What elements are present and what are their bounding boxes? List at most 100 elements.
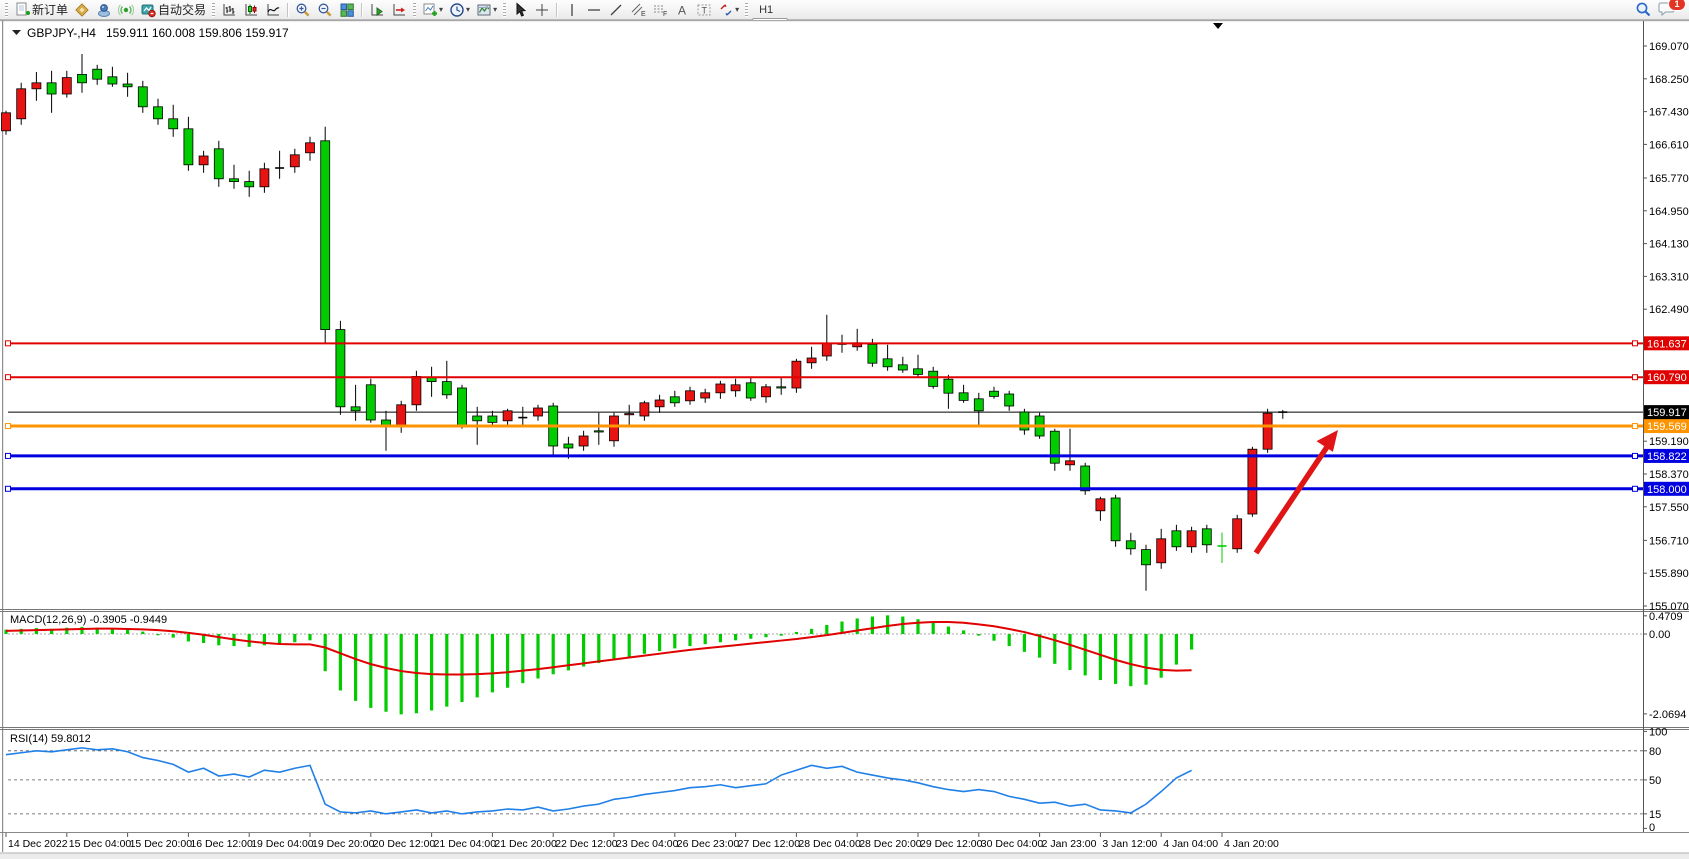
line-handle[interactable] <box>5 374 11 381</box>
indicators-button[interactable]: ▾ <box>419 0 446 19</box>
arrows-tool-button[interactable]: ▾ <box>715 0 742 19</box>
time-axis-label: 29 Dec 12:00 <box>920 838 983 850</box>
auto-scroll-button[interactable] <box>366 0 388 19</box>
search-icon <box>1635 1 1652 18</box>
bookmark-button[interactable] <box>71 0 93 19</box>
bear-candle <box>335 329 346 408</box>
price-tag: 158.822 <box>1644 448 1689 463</box>
time-axis-label: 2 Jan 23:00 <box>1042 838 1097 850</box>
line-handle[interactable] <box>5 452 11 459</box>
bull-candle <box>700 392 711 399</box>
line-handle[interactable] <box>5 423 11 430</box>
market-button[interactable] <box>93 0 115 19</box>
time-axis-label: 28 Dec 04:00 <box>798 838 861 850</box>
line-handle[interactable] <box>1632 374 1638 381</box>
bear-candle <box>1171 530 1182 548</box>
bear-candle <box>669 396 680 404</box>
signal-icon <box>118 2 135 18</box>
price-axis-label: 155.890 <box>1649 568 1689 580</box>
rsi-line <box>5 747 1192 815</box>
line-chart-type-button[interactable] <box>262 0 284 19</box>
bear-candle <box>213 148 224 180</box>
bear-candle <box>320 140 331 331</box>
dropdown-caret-icon: ▾ <box>735 5 740 14</box>
rsi-axis-label: 15 <box>1649 809 1661 821</box>
bear-candle <box>1004 393 1015 407</box>
line-handle[interactable] <box>1632 485 1638 492</box>
time-axis-label: 16 Dec 12:00 <box>190 838 253 850</box>
rsi-axis-label: 100 <box>1649 726 1667 738</box>
search-button[interactable] <box>1632 0 1655 19</box>
chart-dropdown-icon[interactable] <box>12 30 21 35</box>
toolbar-grip[interactable] <box>212 2 216 17</box>
line-handle[interactable] <box>5 485 11 492</box>
bear-candle <box>487 415 498 423</box>
line-handle[interactable] <box>5 340 11 347</box>
vertical-line-tool-button[interactable] <box>561 0 583 19</box>
price-tag-label: 160.790 <box>1647 372 1687 384</box>
macd-axis-label: 0.4709 <box>1649 611 1683 623</box>
text-label-tool-button[interactable]: T <box>693 0 715 19</box>
fibonacci-tool-button[interactable]: F <box>649 0 671 19</box>
bull-candle <box>791 360 802 389</box>
arrow-head[interactable] <box>1316 430 1339 452</box>
arrow-shaft[interactable] <box>1253 445 1330 555</box>
line-handle[interactable] <box>1632 423 1638 430</box>
new-order-button[interactable]: 新订单 <box>11 0 71 19</box>
time-axis-label: 4 Jan 04:00 <box>1163 838 1218 850</box>
bull-candle <box>639 402 650 417</box>
horizontal-line-object[interactable] <box>5 374 1644 381</box>
bull-candle <box>533 407 543 417</box>
crosshair-tool-button[interactable] <box>531 0 553 19</box>
chat-button[interactable]: 1 <box>1655 0 1686 19</box>
horizontal-line-object[interactable] <box>5 452 1644 459</box>
toolbar-grip[interactable] <box>413 2 417 17</box>
arrows-icon <box>718 2 734 18</box>
chart-shift-button[interactable] <box>388 0 410 19</box>
cursor-tool-button[interactable] <box>509 0 531 19</box>
bear-candle <box>745 382 756 399</box>
zoom-out-button[interactable] <box>314 0 336 19</box>
tile-windows-button[interactable] <box>336 0 358 19</box>
text-label-icon: T <box>696 2 712 18</box>
chart-shift-marker[interactable] <box>1213 23 1223 29</box>
bear-candle <box>229 178 239 183</box>
bull-candle <box>16 88 27 120</box>
zoom-in-button[interactable] <box>292 0 314 19</box>
line-handle[interactable] <box>1632 340 1638 347</box>
trend-arrow-annotation[interactable] <box>1253 430 1339 555</box>
horizontal-line-object[interactable] <box>5 340 1644 347</box>
auto-trading-button[interactable]: 自动交易 <box>137 0 209 19</box>
price-tag: 161.637 <box>1644 336 1689 351</box>
price-axis-label: 164.130 <box>1649 239 1689 251</box>
price-tag-label: 159.917 <box>1647 407 1687 419</box>
bar-chart-type-button[interactable] <box>218 0 240 19</box>
bear-candle <box>776 386 787 389</box>
toolbar-grip[interactable] <box>5 2 8 17</box>
text-tool-button[interactable]: A <box>671 0 693 19</box>
price-tag-box <box>1644 448 1689 463</box>
bull-candle <box>259 168 270 188</box>
signals-button[interactable] <box>115 0 137 19</box>
price-tag-label: 159.569 <box>1647 421 1687 433</box>
templates-button[interactable]: ▾ <box>473 0 500 19</box>
periods-button[interactable]: ▾ <box>446 0 473 19</box>
bear-candle <box>563 443 574 449</box>
bull-candle <box>1095 498 1106 512</box>
toolbar-grip[interactable] <box>503 2 507 17</box>
horizontal-line-object[interactable] <box>5 485 1644 492</box>
line-handle[interactable] <box>1632 452 1638 459</box>
timeframe-button-H1[interactable]: H1 <box>759 3 774 16</box>
bear-candle <box>1141 549 1151 566</box>
trendline-tool-button[interactable] <box>605 0 627 19</box>
horizontal-line-tool-button[interactable] <box>583 0 605 19</box>
equidistant-channel-tool-button[interactable]: E <box>627 0 649 19</box>
horizontal-line-object[interactable] <box>5 423 1644 430</box>
price-axis-label: 168.250 <box>1649 74 1689 86</box>
toolbar-grip[interactable] <box>745 2 749 17</box>
price-tag-box <box>1644 419 1689 434</box>
bull-candle <box>1065 460 1075 466</box>
price-tag-label: 158.822 <box>1647 451 1687 463</box>
candlestick-chart-type-button[interactable] <box>240 0 262 19</box>
rsi-indicator-label: RSI(14) 59.8012 <box>10 733 91 745</box>
